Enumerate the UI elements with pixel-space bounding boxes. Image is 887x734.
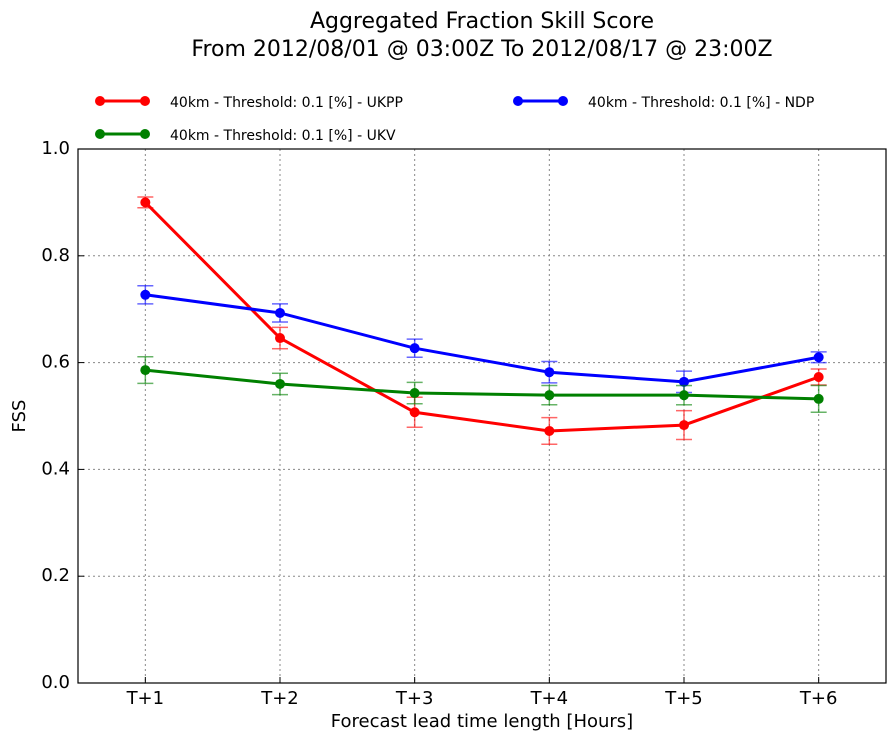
x-tick-label: T+5 [664, 688, 703, 709]
point [679, 420, 689, 431]
point [140, 365, 151, 376]
chart-title: Aggregated Fraction Skill Score [310, 9, 654, 34]
y-tick-label: 0.6 [41, 352, 70, 373]
legend-marker [140, 96, 150, 106]
plot-frame [77, 148, 887, 684]
legend-label: 40km - Threshold: 0.1 [%] - UKV [170, 128, 396, 144]
legend-marker [95, 96, 105, 106]
chart-subtitle: From 2012/08/01 @ 03:00Z To 2012/08/17 @… [191, 37, 772, 62]
x-tick-label: T+6 [799, 688, 838, 709]
y-tick-label: 1.0 [41, 138, 70, 159]
legend-marker [558, 96, 568, 106]
x-tick-label: T+3 [395, 688, 434, 709]
point [679, 376, 689, 387]
point [544, 390, 555, 401]
point [813, 352, 824, 363]
point [813, 372, 824, 383]
y-tick-label: 0.4 [41, 458, 70, 479]
legend-marker [513, 96, 523, 106]
point [679, 390, 689, 401]
point [140, 197, 151, 208]
legend-label: 40km - Threshold: 0.1 [%] - UKPP [170, 95, 403, 111]
point [140, 289, 151, 300]
x-tick-label: T+4 [530, 688, 569, 709]
point [409, 407, 420, 418]
legend-marker [140, 129, 150, 139]
series-line [144, 201, 820, 433]
legend-marker [95, 129, 105, 139]
point [544, 367, 555, 378]
y-axis-label: FSS [9, 400, 30, 433]
point [409, 388, 420, 399]
y-tick-label: 0.8 [41, 245, 70, 266]
y-tick-label: 0.2 [41, 565, 70, 586]
x-tick-label: T+2 [260, 688, 299, 709]
x-tick-label: T+1 [126, 688, 165, 709]
point [409, 343, 420, 354]
x-axis-label: Forecast lead time length [Hours] [331, 711, 633, 732]
point [275, 307, 285, 318]
point [275, 378, 285, 389]
series-line [145, 368, 819, 401]
series-line [145, 293, 819, 384]
point [544, 425, 555, 436]
point [813, 393, 824, 404]
legend-label: 40km - Threshold: 0.1 [%] - NDP [588, 95, 814, 111]
y-tick-label: 0.0 [41, 672, 70, 693]
point [275, 333, 285, 344]
